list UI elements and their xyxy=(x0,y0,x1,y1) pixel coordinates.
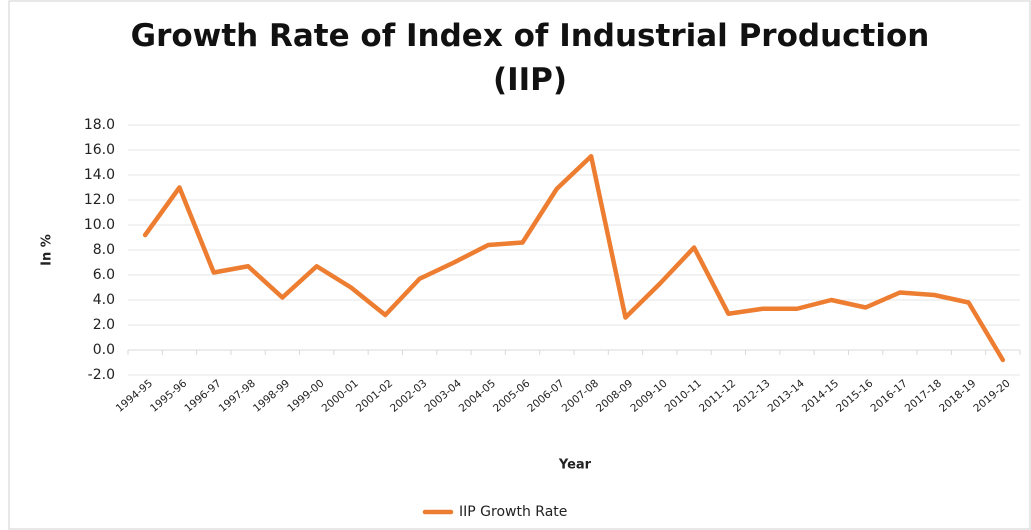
x-tick-label: 2018-19 xyxy=(937,377,978,414)
chart-border xyxy=(8,0,1031,530)
x-tick-label: 2009-10 xyxy=(628,377,669,414)
x-tick-label: 1995-96 xyxy=(148,377,190,415)
y-tick-label: 0.0 xyxy=(93,342,115,358)
x-tick-label: 2008-09 xyxy=(594,377,635,414)
x-tick-label: 2012-13 xyxy=(731,377,772,414)
y-tick-label: 6.0 xyxy=(93,267,115,283)
y-tick-label: 12.0 xyxy=(84,192,115,208)
x-tick-label: 2007-08 xyxy=(560,377,601,414)
x-tick-label: 1998-99 xyxy=(251,377,292,414)
x-tick-label: 2003-04 xyxy=(422,377,464,415)
x-axis-label: Year xyxy=(558,458,592,473)
x-tick-label: 2019-20 xyxy=(971,377,1012,414)
x-tick-label: 1996-97 xyxy=(182,377,223,414)
legend-label: IIP Growth Rate xyxy=(459,504,567,520)
y-tick-label: 8.0 xyxy=(93,242,115,258)
x-tick-label: 2014-15 xyxy=(800,377,841,414)
x-tick-label: 2001-02 xyxy=(354,377,395,414)
y-tick-label: 4.0 xyxy=(93,292,115,308)
x-tick-label: 2006-07 xyxy=(525,377,566,414)
y-tick-label: 18.0 xyxy=(84,117,115,133)
x-tick-label: 1997-98 xyxy=(217,377,258,414)
chart-title: Growth Rate of Index of Industrial Produ… xyxy=(130,18,930,98)
x-tick-label: 2016-17 xyxy=(868,377,909,414)
x-tick-label: 1994-95 xyxy=(114,377,155,414)
x-tick-label: 2010-11 xyxy=(663,377,704,414)
x-tick-label: 2005-06 xyxy=(491,377,533,415)
y-tick-label: 2.0 xyxy=(93,317,115,333)
y-tick-label: 10.0 xyxy=(84,217,115,233)
y-tick-label: 16.0 xyxy=(84,142,115,158)
y-tick-label: 14.0 xyxy=(84,167,115,183)
data-line xyxy=(142,154,1006,363)
x-tick-label: 2015-16 xyxy=(834,377,876,415)
x-tick-label: 2011-12 xyxy=(697,377,738,414)
x-tick-label: 2000-01 xyxy=(320,377,361,414)
x-tick-label: 1999-00 xyxy=(285,377,326,414)
x-tick-label: 2013-14 xyxy=(766,377,808,415)
x-tick-label: 2004-05 xyxy=(457,377,498,414)
x-tick-label: 2017-18 xyxy=(903,377,944,414)
y-axis-label: In % xyxy=(40,234,55,266)
x-tick-label: 2002-03 xyxy=(388,377,429,414)
y-tick-label: -2.0 xyxy=(88,367,115,383)
